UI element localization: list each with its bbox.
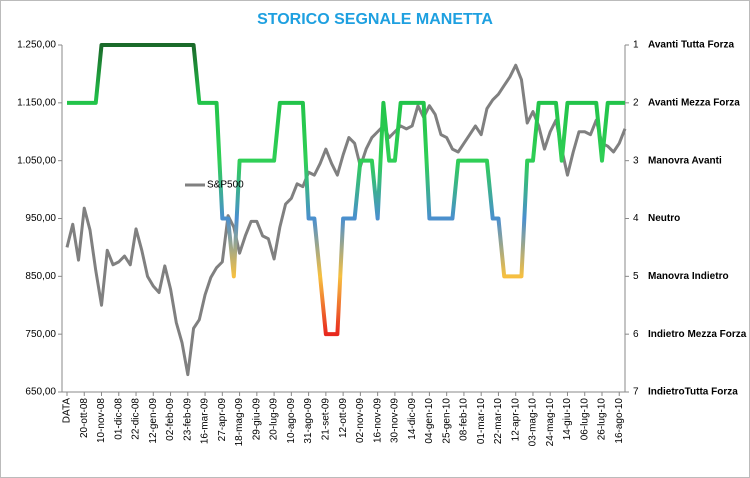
x-tick-label: 12-apr-10 <box>510 398 521 442</box>
x-tick-label: 06-lug-10 <box>579 398 590 441</box>
y2-tick-name: Neutro <box>648 213 680 224</box>
x-tick-label: 10-nov-08 <box>96 398 107 443</box>
x-tick-label: 20-lug-09 <box>269 398 280 441</box>
x-tick-label: 26-lug-10 <box>597 398 608 441</box>
x-tick-label: 01-mar-10 <box>476 398 487 445</box>
y2-tick-label: 3 <box>633 155 639 166</box>
y-tick-label: 1.250,00 <box>17 40 56 51</box>
y2-tick-name: IndietroTutta Forza <box>648 387 738 398</box>
legend-label: S&P500 <box>207 180 244 191</box>
x-tick-label: 25-gen-10 <box>441 398 452 444</box>
x-tick-label: 03-mag-10 <box>528 398 539 447</box>
y2-tick-name: Manovra Indietro <box>648 271 729 282</box>
x-tick-label: DATA <box>62 398 73 424</box>
x-tick-label: 04-gen-10 <box>424 398 435 444</box>
y2-tick-name: Indietro Mezza Forza <box>648 329 747 340</box>
x-tick-label: 31-ago-09 <box>303 398 314 444</box>
y2-tick-name: Avanti Tutta Forza <box>648 40 735 51</box>
y2-tick-label: 2 <box>633 97 639 108</box>
line-series <box>65 63 627 377</box>
x-tick-label: 22-dic-08 <box>131 398 142 440</box>
x-tick-label: 18-mag-09 <box>234 398 245 447</box>
x-tick-label: 27-apr-09 <box>217 398 228 442</box>
x-tick-label: 10-ago-09 <box>286 398 297 444</box>
y-tick-label: 650,00 <box>25 387 56 398</box>
x-tick-label: 14-giu-10 <box>562 398 573 441</box>
y2-tick-name: Manovra Avanti <box>648 155 722 166</box>
y-tick-label: 750,00 <box>25 329 56 340</box>
y2-tick-label: 4 <box>633 213 639 224</box>
x-tick-label: 16-mar-09 <box>200 398 211 445</box>
x-tick-label: 02-nov-09 <box>355 398 366 443</box>
chart-title: STORICO SEGNALE MANETTA <box>257 11 493 28</box>
x-tick-label: 16-ago-10 <box>614 398 625 444</box>
x-tick-label: 12-gen-09 <box>148 398 159 444</box>
x-tick-label: 02-feb-09 <box>165 398 176 441</box>
y2-tick-label: 1 <box>633 40 639 51</box>
x-tick-label: 16-nov-09 <box>372 398 383 443</box>
x-tick-label: 12-ott-09 <box>338 398 349 438</box>
y-tick-label: 850,00 <box>25 271 56 282</box>
x-tick-label: 14-dic-09 <box>407 398 418 440</box>
y2-tick-label: 5 <box>633 271 639 282</box>
y-tick-label: 1.050,00 <box>17 155 56 166</box>
y-tick-label: 1.150,00 <box>17 97 56 108</box>
x-tick-label: 20-ott-08 <box>79 398 90 438</box>
x-tick-label: 29-giu-09 <box>251 398 262 441</box>
x-tick-label: 01-dic-08 <box>113 398 124 440</box>
y2-tick-label: 7 <box>633 387 639 398</box>
line-series <box>67 43 625 337</box>
x-tick-label: 23-feb-09 <box>182 398 193 441</box>
x-tick-label: 21-set-09 <box>321 398 332 441</box>
x-tick-label: 30-nov-09 <box>390 398 401 443</box>
x-tick-label: 24-mag-10 <box>545 398 556 447</box>
y-tick-label: 950,00 <box>25 213 56 224</box>
x-tick-label: 22-mar-10 <box>493 398 504 445</box>
x-tick-label: 08-feb-10 <box>459 398 470 441</box>
y2-tick-label: 6 <box>633 329 639 340</box>
y2-tick-name: Avanti Mezza Forza <box>648 97 740 108</box>
